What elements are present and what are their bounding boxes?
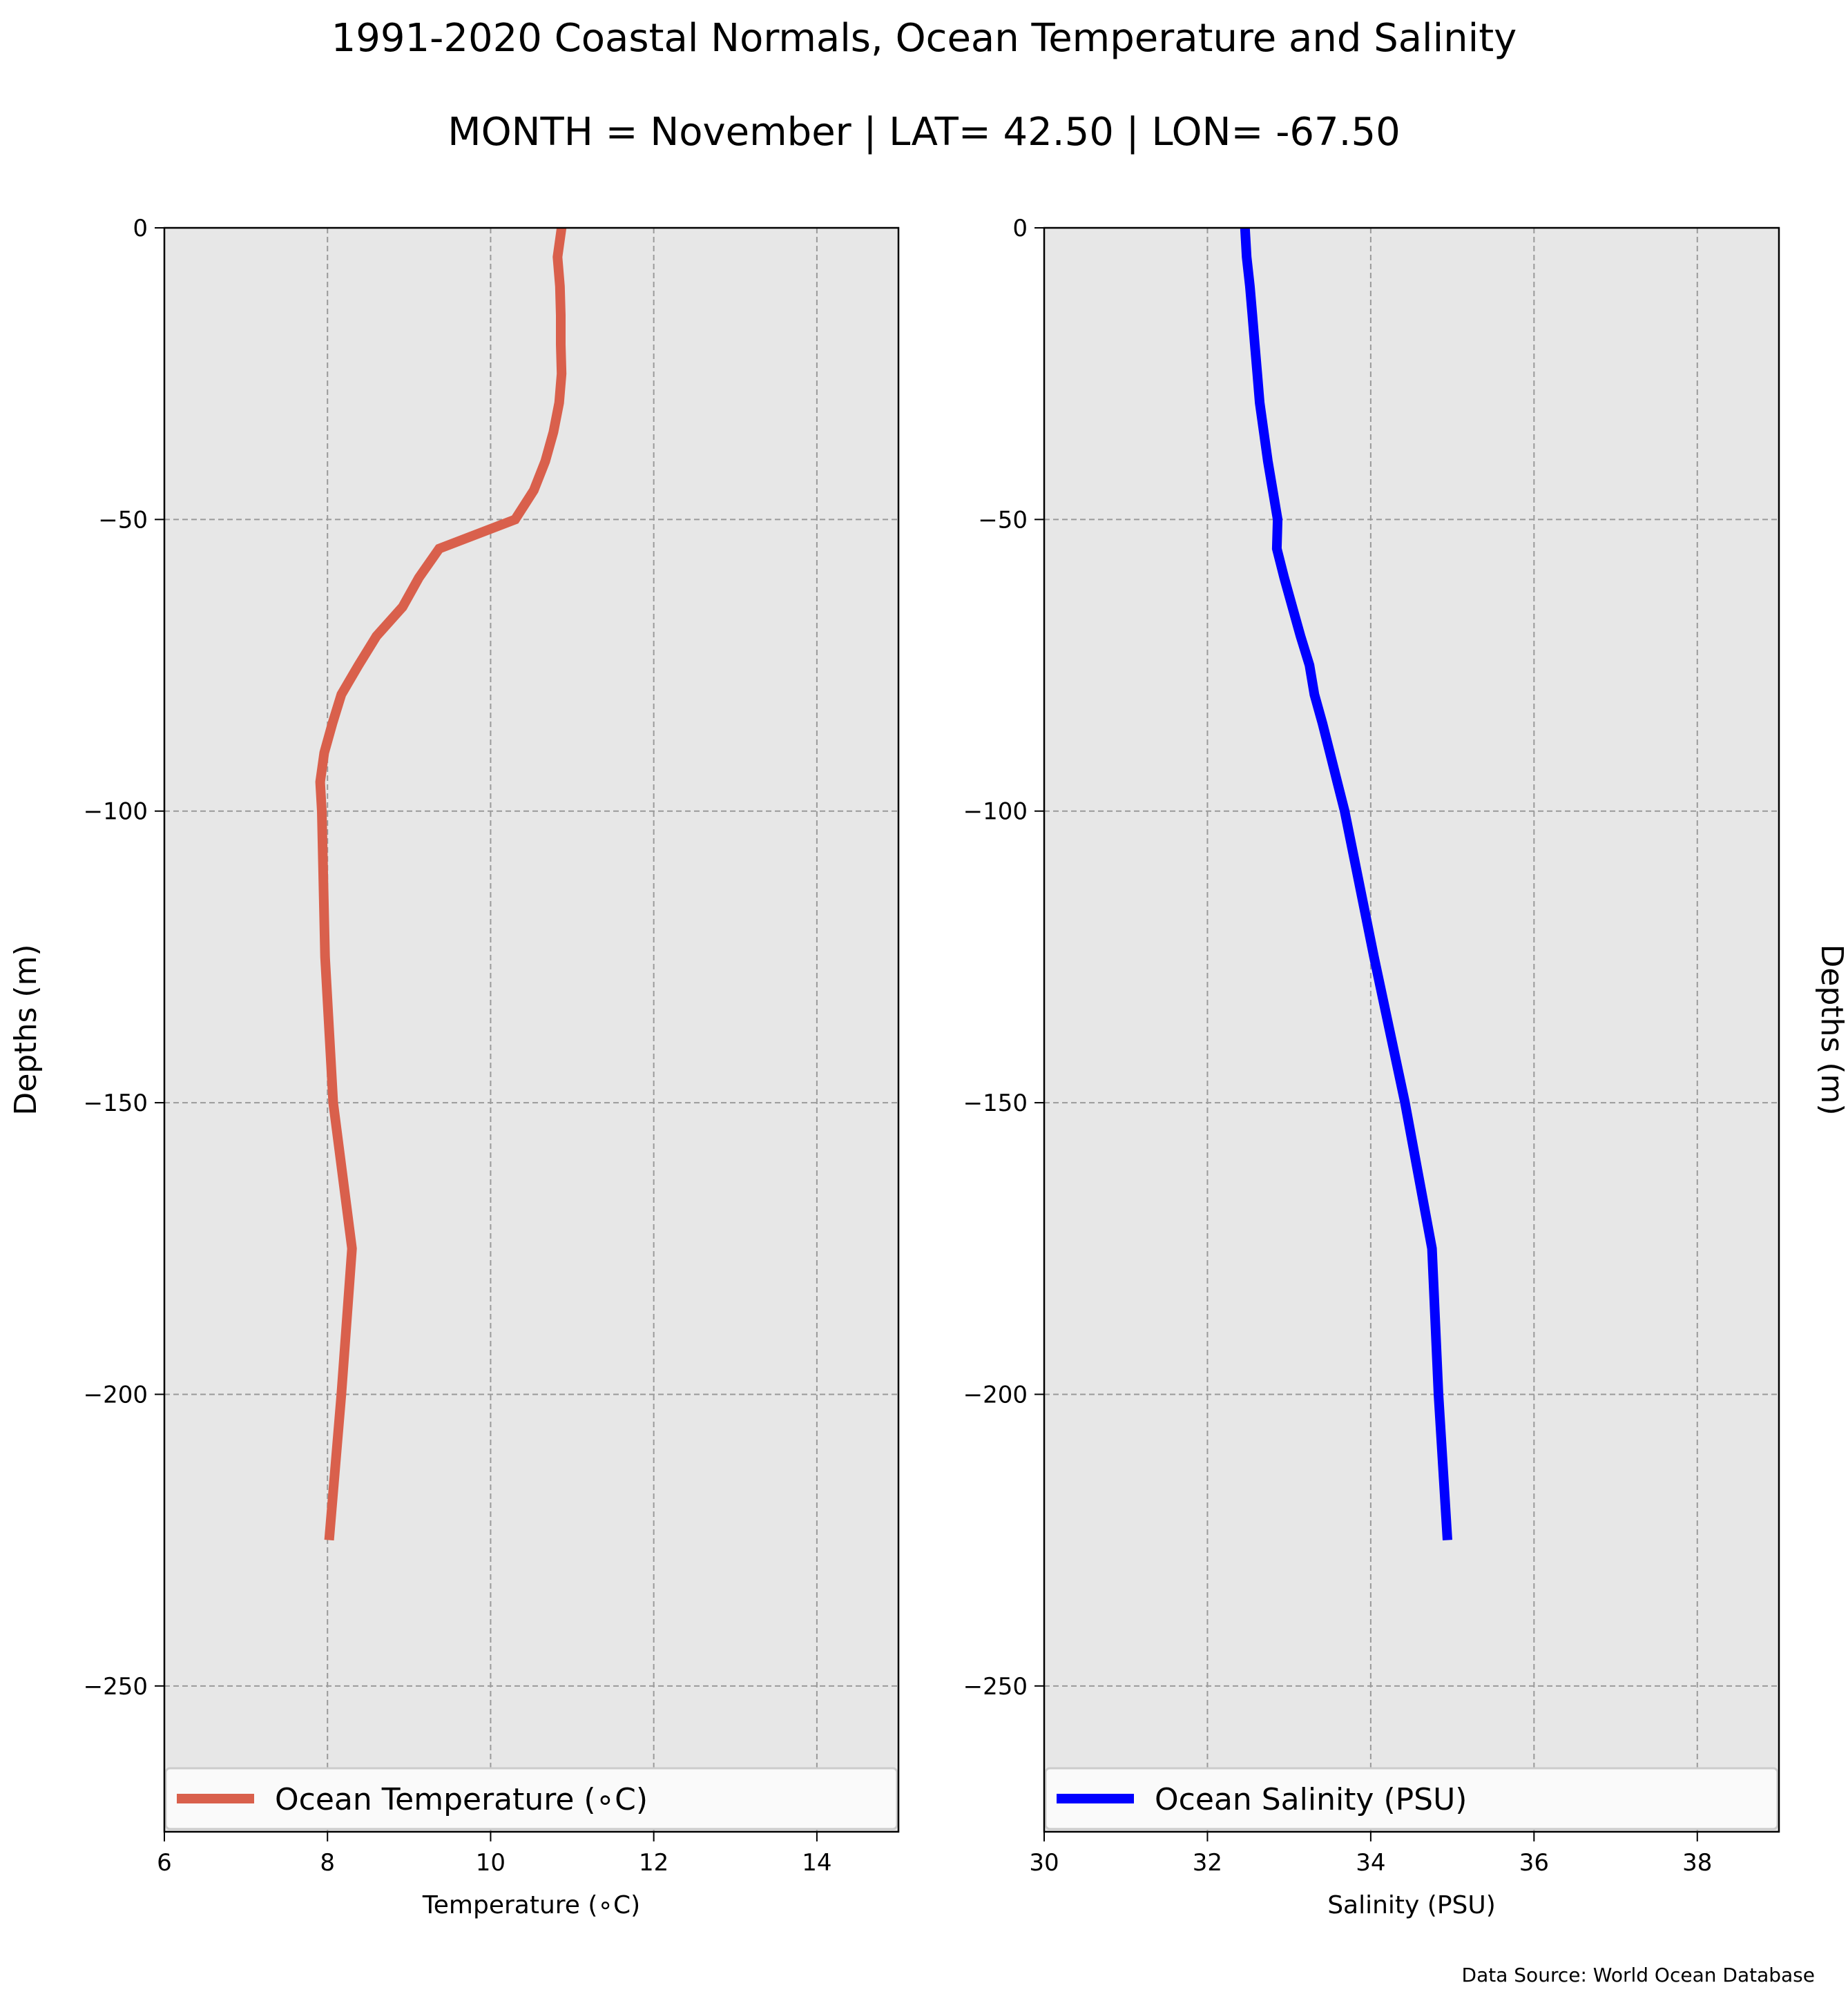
temperature-x-tick-label: 14 (802, 1849, 831, 1877)
salinity-y-tick-label: −150 (963, 1090, 1028, 1117)
salinity-y-tick-label: −200 (963, 1381, 1028, 1409)
salinity-x-tick-label: 38 (1682, 1849, 1712, 1877)
salinity-y-tick-label: −100 (963, 798, 1028, 826)
temperature-y-tick-label: −50 (98, 506, 148, 534)
temperature-legend: Ocean Temperature (∘C) (164, 1767, 898, 1830)
salinity-x-axis-label: Salinity (PSU) (1327, 1891, 1496, 1919)
temperature-axes-frame (163, 226, 900, 1833)
temperature-x-tick-label: 10 (476, 1849, 506, 1877)
temperature-legend-box (164, 1767, 898, 1830)
salinity-legend: Ocean Salinity (PSU) (1044, 1767, 1779, 1830)
temperature-y-tick-label: −250 (84, 1673, 148, 1701)
temperature-y-axis-label: Depths (m) (8, 944, 44, 1115)
salinity-y-tick-label: −50 (978, 506, 1028, 534)
temperature-x-axis-label: Temperature (∘C) (422, 1891, 640, 1919)
salinity-legend-label: Ocean Salinity (PSU) (1155, 1782, 1467, 1817)
salinity-x-tick-label: 36 (1519, 1849, 1549, 1877)
salinity-y-axis-label: Depths (m) (1814, 944, 1848, 1115)
temperature-y-tick-label: −200 (84, 1381, 148, 1409)
temperature-x-tick-label: 6 (157, 1849, 172, 1877)
temperature-plot-area (164, 228, 898, 1832)
salinity-panel: 30 32 34 36 38 0 −50 −100 −150 −200 −250 Ocean Sali… (963, 215, 1848, 1919)
temperature-legend-label: Ocean Temperature (∘C) (275, 1782, 648, 1817)
salinity-y-tick-label: 0 (1012, 215, 1028, 242)
salinity-series-line (1240, 227, 1452, 1541)
salinity-x-tick-label: 30 (1029, 1849, 1059, 1877)
temperature-y-tick-label: −100 (84, 798, 148, 826)
data-source-note: Data Source: World Ocean Database (1462, 1964, 1815, 1986)
temperature-y-tick-label: −150 (84, 1090, 148, 1117)
salinity-x-tick-label: 32 (1193, 1849, 1222, 1877)
salinity-x-tick-label: 34 (1356, 1849, 1385, 1877)
temperature-x-tick-label: 12 (639, 1849, 668, 1877)
chart-subtitle: MONTH = November | LAT= 42.50 | LON= -67… (447, 110, 1401, 155)
chart-title: 1991-2020 Coastal Normals, Ocean Tempera… (331, 16, 1517, 61)
salinity-y-tick-label: −250 (963, 1673, 1028, 1701)
salinity-plot-area (1044, 228, 1779, 1832)
temperature-panel: 6 8 10 12 14 0 −50 −100 −150 −200 −250 Ocean Temper… (8, 215, 900, 1919)
temperature-series-line (315, 227, 567, 1541)
temperature-x-tick-label: 8 (320, 1849, 335, 1877)
salinity-legend-box (1044, 1767, 1779, 1830)
temperature-y-tick-label: 0 (133, 215, 148, 242)
salinity-axes-frame (1043, 226, 1780, 1833)
